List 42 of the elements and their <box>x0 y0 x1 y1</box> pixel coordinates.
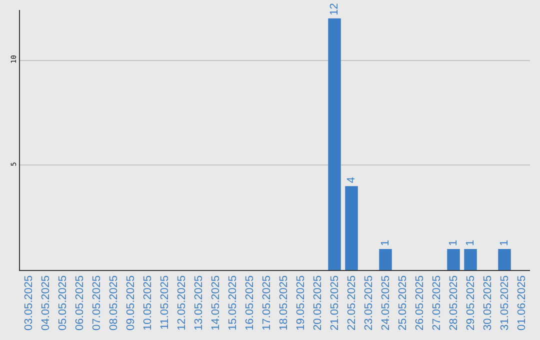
data-label: 1 <box>380 240 392 246</box>
x-tick-label: 16.05.2025 <box>244 275 256 330</box>
bar <box>345 186 358 270</box>
x-tick-label: 06.05.2025 <box>74 275 86 330</box>
x-tick-label: 08.05.2025 <box>108 275 120 330</box>
x-tick-label: 12.05.2025 <box>176 275 188 330</box>
x-tick-label: 31.05.2025 <box>499 275 512 330</box>
x-tick-label: 27.05.2025 <box>431 275 444 330</box>
x-tick-label: 09.05.2025 <box>125 275 138 330</box>
x-tick-label: 24.05.2025 <box>380 275 392 330</box>
x-tick-label: 03.05.2025 <box>23 275 36 330</box>
x-tick-label: 15.05.2025 <box>227 275 240 330</box>
x-tick-label: 28.05.2025 <box>448 275 460 330</box>
x-tick-label: 23.05.2025 <box>363 275 376 330</box>
x-tick-label: 07.05.2025 <box>91 275 104 330</box>
x-tick-label: 13.05.2025 <box>193 275 206 330</box>
x-tick-label: 18.05.2025 <box>278 275 290 330</box>
bar <box>447 249 460 270</box>
x-tick-label: 21.05.2025 <box>329 275 342 330</box>
bar <box>464 249 477 270</box>
bar <box>328 18 341 270</box>
x-tick-label: 25.05.2025 <box>397 275 410 330</box>
x-tick-label: 10.05.2025 <box>142 275 154 330</box>
data-label: 1 <box>448 240 460 246</box>
bar <box>498 249 511 270</box>
data-label: 12 <box>328 3 341 16</box>
x-tick-label: 30.05.2025 <box>482 275 494 330</box>
x-tick-label: 11.05.2025 <box>159 275 172 330</box>
bar <box>379 249 392 270</box>
x-tick-label: 17.05.2025 <box>261 275 274 330</box>
x-tick-label: 04.05.2025 <box>40 275 52 330</box>
data-label: 4 <box>346 177 358 184</box>
x-tick-label: 20.05.2025 <box>312 275 324 330</box>
x-tick-label: 22.05.2025 <box>346 275 358 330</box>
x-tick-label: 01.06.2025 <box>516 275 528 330</box>
data-label: 1 <box>464 240 477 246</box>
x-tick-label: 14.05.2025 <box>210 275 222 330</box>
x-tick-label: 29.05.2025 <box>465 275 478 330</box>
x-tick-label: 05.05.2025 <box>57 275 70 330</box>
x-tick-label: 19.05.2025 <box>295 275 308 330</box>
data-label: 1 <box>498 240 511 246</box>
x-tick-label: 26.05.2025 <box>414 275 426 330</box>
